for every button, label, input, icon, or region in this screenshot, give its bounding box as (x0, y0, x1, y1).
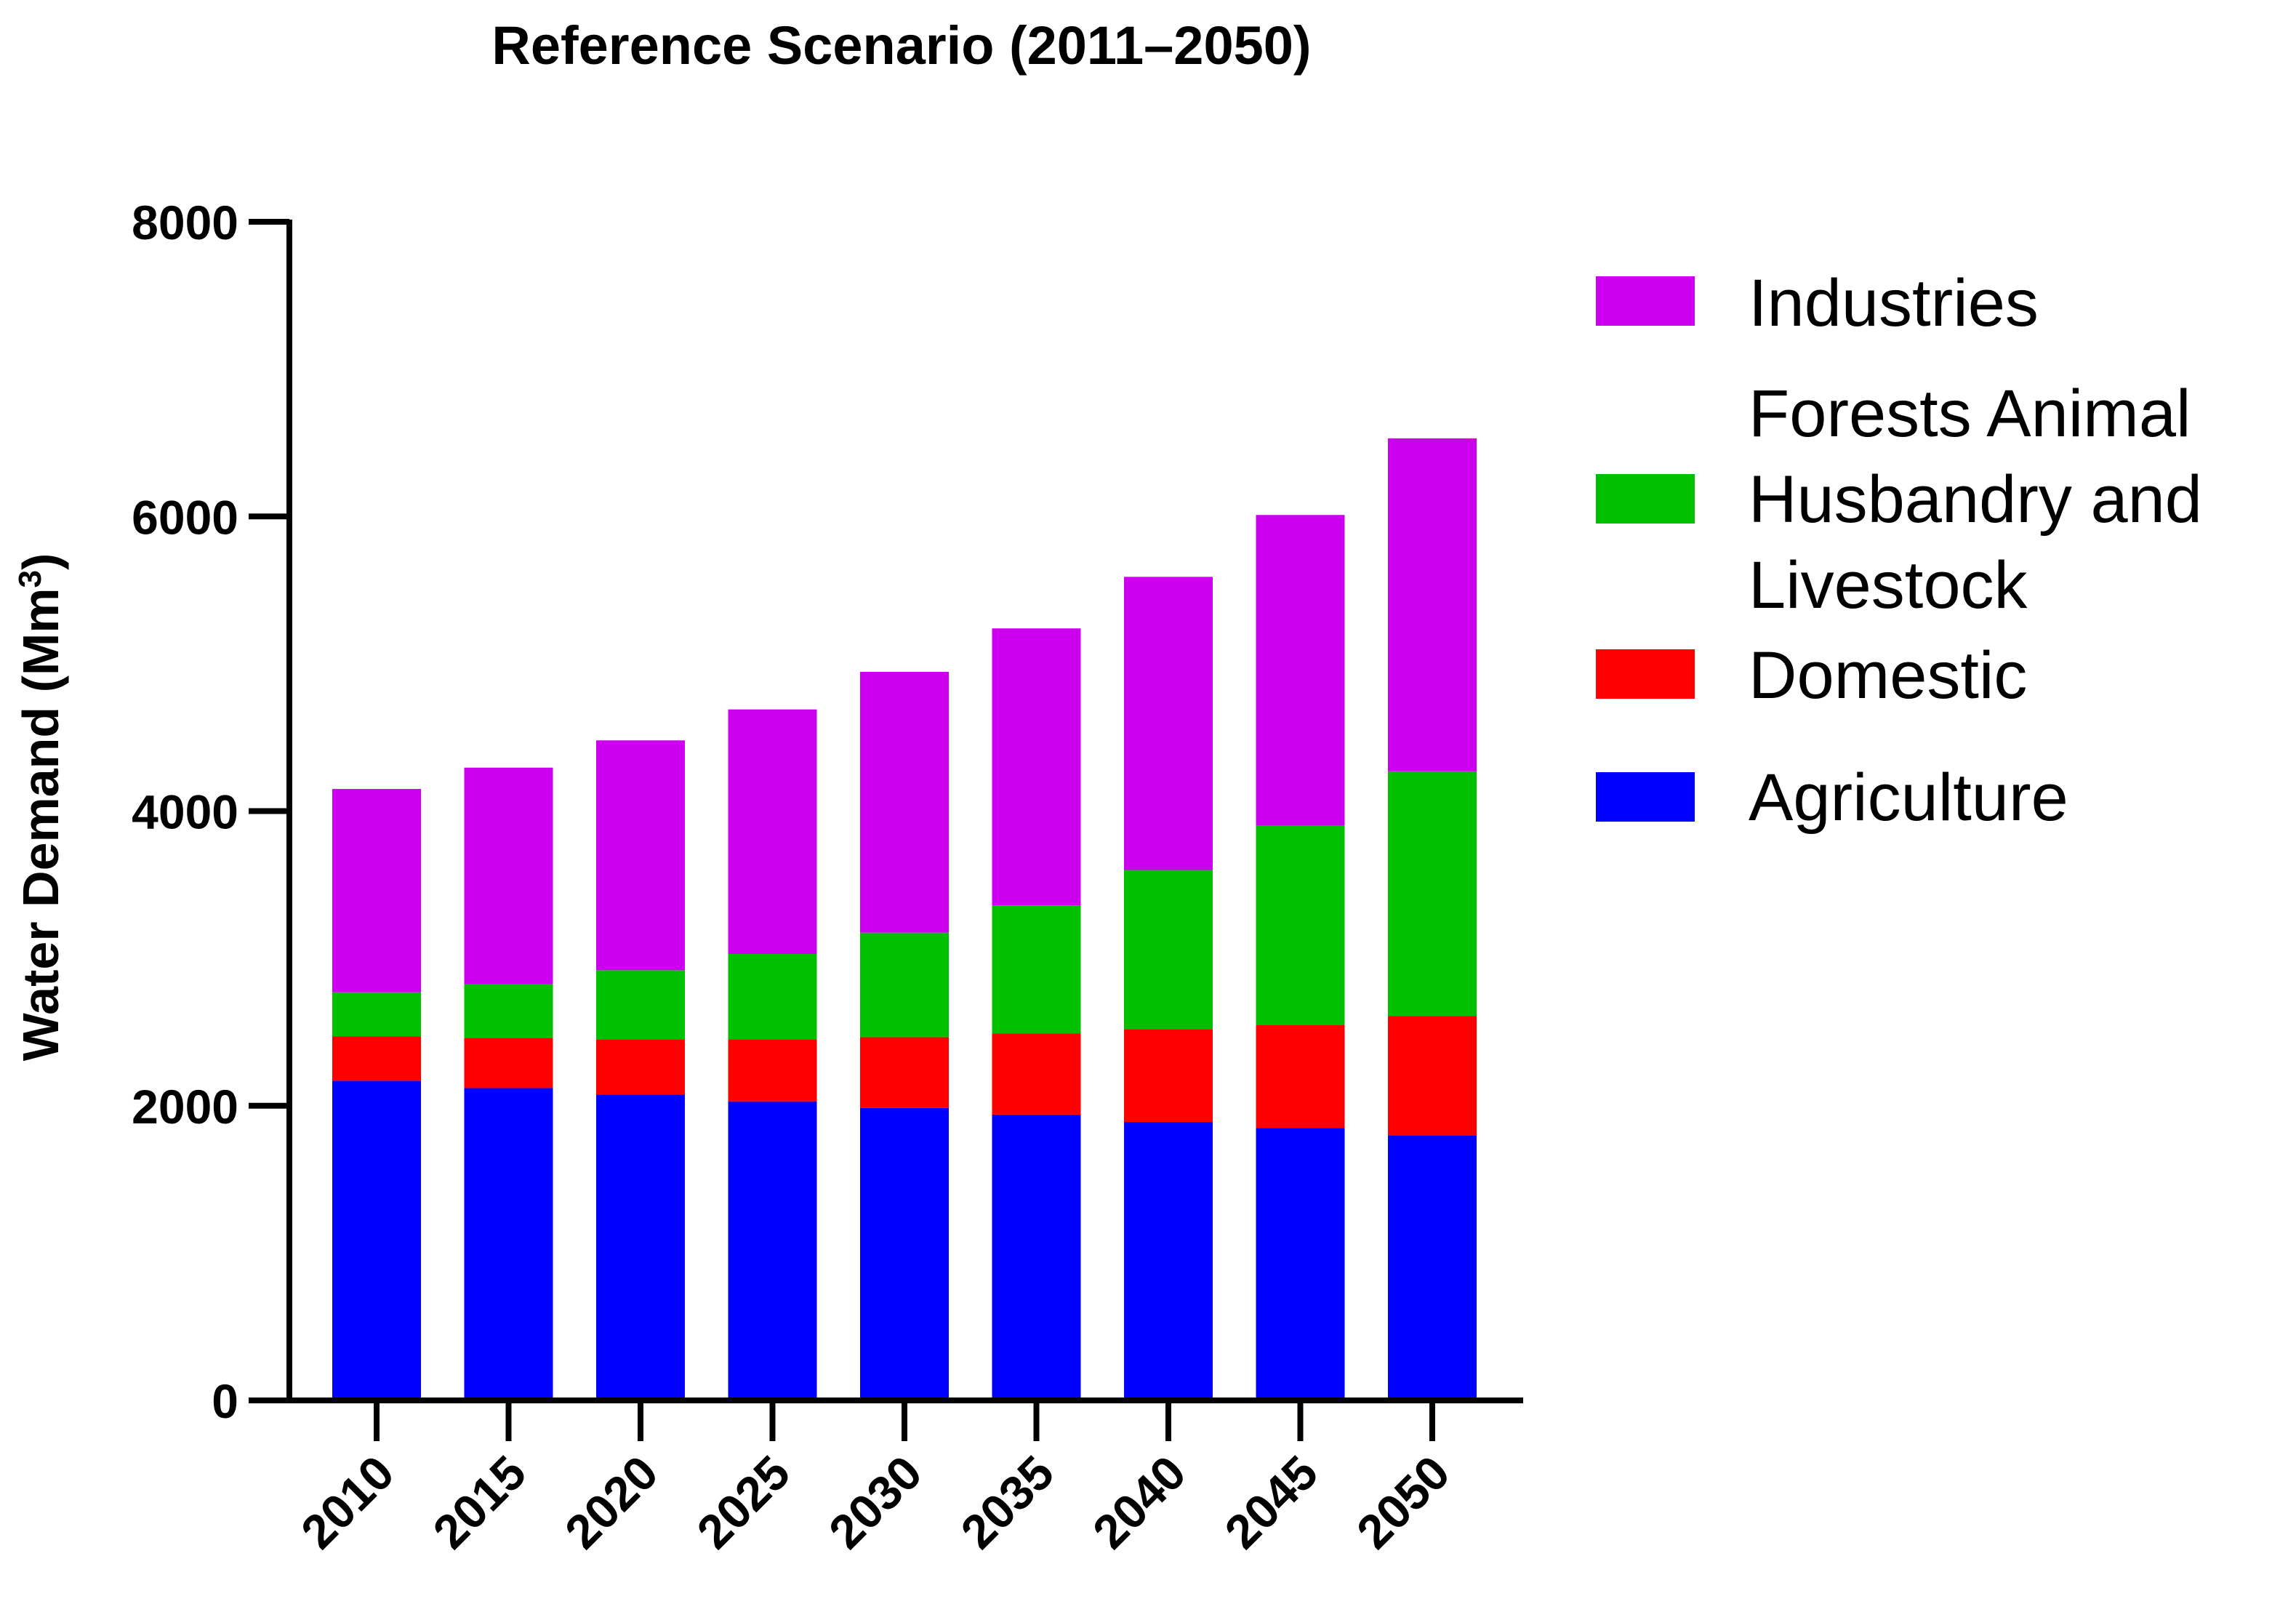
bar-industries-2040 (1124, 577, 1213, 870)
bar-forests-animal-husbandry-and-livestock-2045 (1256, 825, 1345, 1025)
bar-domestic-2040 (1124, 1029, 1213, 1123)
legend: Industries Forests Animal Husbandry and Liv… (1596, 266, 2202, 835)
y-axis-label-text: Water Demand (Mm (12, 588, 69, 1061)
bar-agriculture-2035 (992, 1114, 1081, 1400)
bar-agriculture-2025 (728, 1101, 817, 1400)
bar-domestic-2015 (464, 1038, 553, 1088)
x-tick-label-2040: 2040 (1083, 1445, 1196, 1559)
bar-domestic-2035 (992, 1033, 1081, 1115)
bar-forests-animal-husbandry-and-livestock-2035 (992, 905, 1081, 1034)
bar-agriculture-2040 (1124, 1122, 1213, 1400)
bar-agriculture-2050 (1388, 1135, 1477, 1400)
bar-forests-animal-husbandry-and-livestock-2010 (332, 992, 421, 1037)
bar-domestic-2050 (1388, 1016, 1477, 1136)
bar-industries-2010 (332, 789, 421, 993)
bars-layer (332, 438, 1477, 1400)
bar-domestic-2045 (1256, 1024, 1345, 1128)
y-tick-label-4000: 4000 (132, 785, 238, 839)
legend-label-agriculture-line-1: Agriculture (1749, 761, 2068, 835)
legend-label-forests-animal-husbandry-and-livestock-line-3: Livestock (1749, 548, 2028, 622)
bar-forests-animal-husbandry-and-livestock-2025 (728, 954, 817, 1040)
bar-domestic-2010 (332, 1036, 421, 1081)
bar-forests-animal-husbandry-and-livestock-2030 (860, 932, 949, 1038)
bar-forests-animal-husbandry-and-livestock-2050 (1388, 771, 1477, 1016)
x-tick-label-2015: 2015 (422, 1445, 536, 1559)
bar-forests-animal-husbandry-and-livestock-2020 (596, 970, 685, 1040)
x-tick-label-2010: 2010 (291, 1445, 404, 1559)
bar-agriculture-2010 (332, 1080, 421, 1400)
legend-label-forests-animal-husbandry-and-livestock-line-2: Husbandry and (1749, 462, 2202, 537)
bar-industries-2015 (464, 767, 553, 985)
y-tick-label-2000: 2000 (132, 1080, 238, 1134)
bar-domestic-2030 (860, 1037, 949, 1108)
bar-agriculture-2045 (1256, 1128, 1345, 1400)
bar-industries-2025 (728, 709, 817, 955)
legend-swatch-industries (1596, 276, 1695, 326)
x-tick-label-2020: 2020 (555, 1445, 668, 1559)
bar-industries-2020 (596, 740, 685, 971)
x-tick-label-2050: 2050 (1346, 1445, 1460, 1559)
y-tick-label-0: 0 (212, 1374, 238, 1428)
x-tick-label-2035: 2035 (950, 1445, 1064, 1559)
bar-forests-animal-husbandry-and-livestock-2040 (1124, 870, 1213, 1030)
legend-label-forests-animal-husbandry-and-livestock-line-1: Forests Animal (1749, 377, 2191, 451)
bar-forests-animal-husbandry-and-livestock-2015 (464, 984, 553, 1038)
legend-swatch-forests-animal-husbandry-and-livestock (1596, 474, 1695, 524)
legend-swatch-domestic (1596, 649, 1695, 699)
bar-agriculture-2030 (860, 1107, 949, 1400)
bar-industries-2045 (1256, 515, 1345, 826)
bar-domestic-2025 (728, 1039, 817, 1102)
x-tick-label-2025: 2025 (686, 1445, 800, 1559)
bar-domestic-2020 (596, 1039, 685, 1095)
y-tick-label-6000: 6000 (132, 490, 238, 544)
y-tick-label-8000: 8000 (132, 196, 238, 249)
bar-industries-2035 (992, 628, 1081, 906)
y-axis-label: Water Demand (Mm3) (12, 553, 70, 1062)
x-tick-label-2030: 2030 (819, 1445, 932, 1559)
bar-agriculture-2020 (596, 1094, 685, 1400)
chart-title: Reference Scenario (2011–2050) (491, 15, 1311, 76)
bar-agriculture-2015 (464, 1088, 553, 1400)
legend-label-domestic-line-1: Domestic (1749, 638, 2027, 713)
bar-industries-2030 (860, 672, 949, 933)
y-axis-label-close: ) (12, 553, 69, 570)
legend-swatch-agriculture (1596, 772, 1695, 822)
y-axis-label-superscript: 3 (12, 570, 48, 588)
x-tick-label-2045: 2045 (1214, 1445, 1328, 1559)
bar-industries-2050 (1388, 438, 1477, 771)
legend-label-industries-line-1: Industries (1749, 266, 2039, 340)
